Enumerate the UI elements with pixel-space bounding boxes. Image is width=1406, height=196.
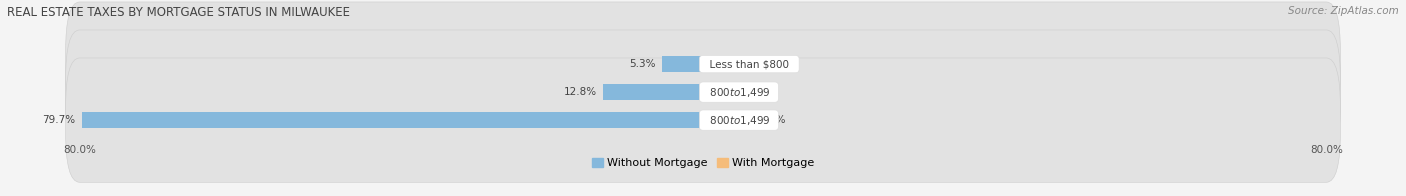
Text: Source: ZipAtlas.com: Source: ZipAtlas.com [1288,6,1399,16]
Text: 5.3%: 5.3% [628,59,655,69]
FancyBboxPatch shape [66,58,1340,182]
Bar [703,56,710,72]
Text: Less than $800: Less than $800 [703,59,796,69]
Text: 1.9%: 1.9% [724,87,751,97]
Bar [703,112,752,128]
Bar [662,56,703,72]
Bar [82,112,703,128]
Bar [703,84,718,100]
Text: REAL ESTATE TAXES BY MORTGAGE STATUS IN MILWAUKEE: REAL ESTATE TAXES BY MORTGAGE STATUS IN … [7,6,350,19]
Text: $800 to $1,499: $800 to $1,499 [703,114,775,127]
Text: 12.8%: 12.8% [564,87,598,97]
Legend: Without Mortgage, With Mortgage: Without Mortgage, With Mortgage [588,154,818,173]
Bar [603,84,703,100]
Text: $800 to $1,499: $800 to $1,499 [703,86,775,99]
FancyBboxPatch shape [66,2,1340,126]
Text: 79.7%: 79.7% [42,115,76,125]
Text: 0.94%: 0.94% [717,59,749,69]
Text: 6.4%: 6.4% [759,115,786,125]
FancyBboxPatch shape [66,30,1340,154]
